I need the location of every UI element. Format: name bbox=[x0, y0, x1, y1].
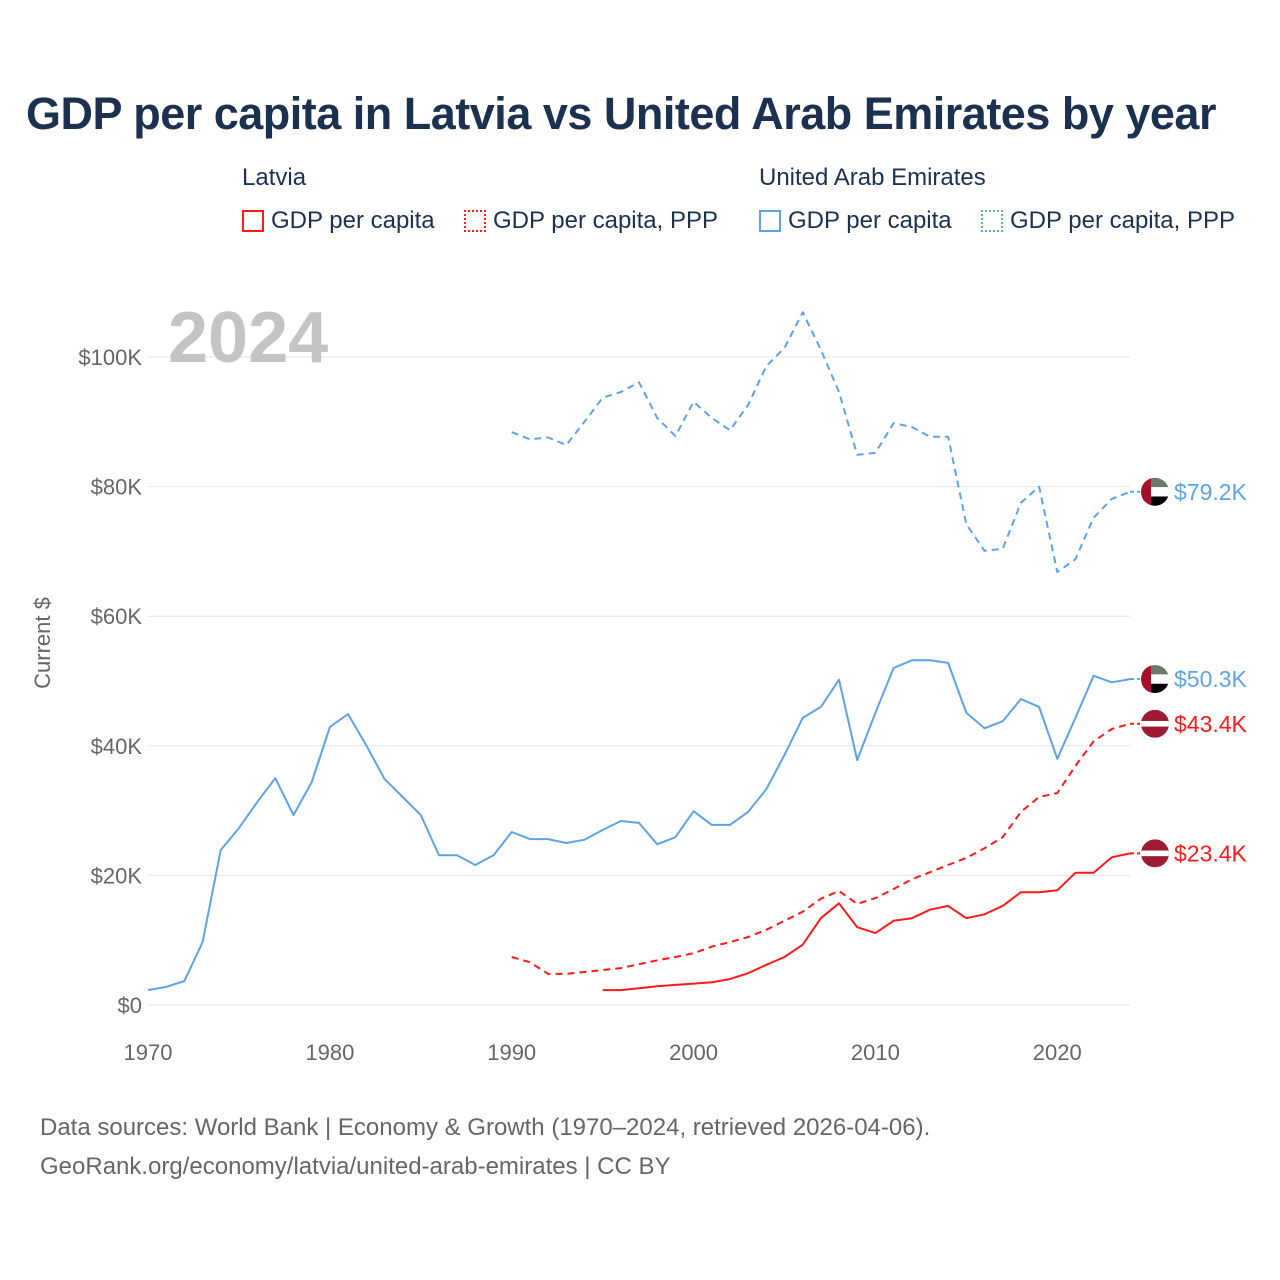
y-tick-label: $40K bbox=[91, 734, 143, 759]
flag-stripe bbox=[1141, 496, 1169, 506]
y-tick-label: $20K bbox=[91, 863, 143, 888]
series-line bbox=[602, 852, 1131, 992]
flag-stripe bbox=[1141, 720, 1169, 727]
x-tick-label: 2020 bbox=[1033, 1040, 1082, 1065]
x-tick-label: 1980 bbox=[305, 1040, 354, 1065]
y-tick-label: $100K bbox=[78, 345, 142, 370]
uae-flag-icon bbox=[1141, 665, 1169, 694]
legend-label: GDP per capita, PPP bbox=[493, 207, 718, 234]
end-value-label: $43.4K bbox=[1174, 711, 1248, 737]
latvia-flag-icon bbox=[1141, 839, 1169, 868]
legend-uae-gdp-ppp[interactable]: GDP per capita, PPP bbox=[981, 207, 1235, 235]
uae-flag-icon bbox=[1141, 477, 1169, 506]
flag-stripe bbox=[1141, 487, 1169, 497]
legend-latvia-gdp[interactable]: GDP per capita bbox=[242, 207, 435, 235]
flag-body bbox=[1141, 839, 1169, 868]
y-tick-label: $80K bbox=[91, 475, 143, 500]
series-line bbox=[147, 659, 1131, 992]
flag-stripe bbox=[1141, 665, 1169, 676]
flag-stripe bbox=[1141, 665, 1151, 694]
legend-uae-gdp[interactable]: GDP per capita bbox=[759, 207, 952, 235]
flag-stripe bbox=[1141, 477, 1169, 488]
legend-label: GDP per capita, PPP bbox=[1010, 207, 1235, 234]
x-tick-label: 1990 bbox=[487, 1040, 536, 1065]
flag-stripe bbox=[1141, 850, 1169, 857]
year-watermark: 2024 bbox=[168, 298, 328, 378]
legend-latvia-gdp-ppp[interactable]: GDP per capita, PPP bbox=[464, 207, 718, 235]
legend-swatch-dotted bbox=[981, 210, 1003, 232]
x-tick-label: 1970 bbox=[124, 1040, 173, 1065]
legend-swatch-dotted bbox=[464, 210, 486, 232]
legend-group-uae: United Arab Emirates bbox=[759, 164, 986, 191]
y-tick-label: $0 bbox=[118, 993, 142, 1018]
footer-link[interactable]: GeoRank.org/economy/latvia/united-arab-e… bbox=[40, 1153, 671, 1180]
flag-body bbox=[1141, 477, 1169, 506]
legend-swatch-solid bbox=[242, 210, 264, 232]
y-axis-label: Current $ bbox=[30, 597, 55, 689]
flag-stripe bbox=[1141, 477, 1151, 506]
flag-body bbox=[1141, 665, 1169, 694]
series-line bbox=[511, 311, 1131, 574]
legend-label: GDP per capita bbox=[271, 207, 435, 234]
y-tick-label: $60K bbox=[91, 604, 143, 629]
series-line bbox=[511, 722, 1131, 975]
legend-group-latvia: Latvia bbox=[242, 164, 307, 191]
x-tick-label: 2000 bbox=[669, 1040, 718, 1065]
footer: Data sources: World Bank | Economy & Gro… bbox=[40, 1108, 930, 1186]
end-value-label: $79.2K bbox=[1174, 479, 1248, 505]
footer-sources: Data sources: World Bank | Economy & Gro… bbox=[40, 1114, 931, 1141]
end-value-label: $50.3K bbox=[1174, 666, 1248, 692]
latvia-flag-icon bbox=[1141, 709, 1169, 738]
flag-stripe bbox=[1141, 683, 1169, 694]
legend-label: GDP per capita bbox=[788, 207, 952, 234]
flag-stripe bbox=[1141, 674, 1169, 684]
legend-swatch-solid bbox=[759, 210, 781, 232]
end-value-label: $23.4K bbox=[1174, 840, 1248, 866]
flag-body bbox=[1141, 709, 1169, 738]
x-tick-label: 2010 bbox=[851, 1040, 900, 1065]
chart-title: GDP per capita in Latvia vs United Arab … bbox=[26, 88, 1216, 139]
